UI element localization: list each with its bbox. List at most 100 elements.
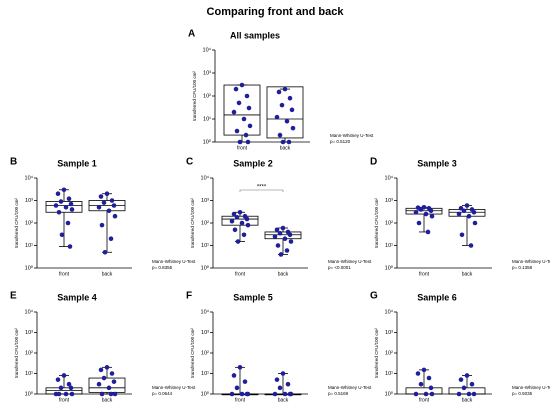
data-point [66,196,72,202]
data-point [461,208,467,214]
panel-title: Sample 4 [57,292,97,302]
data-point [428,208,434,214]
data-point [106,385,112,391]
y-axis-label: transferred CFU/100 cm² [192,71,197,121]
data-point [104,365,110,370]
data-point [459,232,465,238]
data-point [108,391,114,397]
box [221,215,259,226]
p-value: p= 0.8355 [152,265,173,270]
y-tick-label: 10⁴ [385,174,394,181]
test-name: Mann-Whitney U-Test [152,385,196,390]
data-point [277,230,283,236]
box [266,86,304,139]
data-point [56,209,62,215]
data-point [276,89,282,95]
data-point [237,139,243,145]
box [45,201,83,213]
data-point [428,385,434,391]
data-point [458,377,464,382]
y-tick-label: 10² [25,350,33,356]
data-point [102,249,108,255]
x-tick-label: back [278,397,289,403]
test-name: Mann-Whitney U-Test [512,385,550,390]
data-point [111,203,117,208]
data-point [234,128,240,134]
box [223,84,261,136]
data-point [456,391,462,397]
y-tick-label: 10¹ [201,371,209,377]
significance-bracket [239,189,284,192]
y-tick-label: 10⁴ [201,174,210,181]
y-axis-label: transferred CFU/100 cm² [374,328,379,378]
data-point [415,371,421,376]
data-point [231,109,237,115]
y-axis-label: transferred CFU/100 cm² [190,198,195,248]
data-point [284,118,290,124]
y-tick-label: 10³ [201,330,209,336]
data-point [234,385,240,391]
data-point [272,391,278,397]
p-value: p= 0.0644 [152,391,173,396]
data-point [272,234,278,239]
data-point [96,381,102,387]
data-point [466,213,472,219]
data-point [99,222,105,228]
p-value: p= 0.5120 [330,139,351,144]
data-point [239,391,245,397]
x-tick-label: back [278,271,289,277]
y-tick-label: 10² [385,350,393,356]
data-point [421,367,427,373]
data-point [456,211,462,217]
data-point [466,391,472,397]
x-tick-label: front [235,271,246,277]
y-tick-label: 10¹ [25,243,33,249]
panel-letter: B [10,157,17,168]
data-point [112,213,118,219]
panel-title: Sample 1 [57,158,97,168]
panel-letter: A [188,29,195,40]
panel-letter: F [186,291,192,302]
data-point [244,216,250,222]
data-point [109,371,115,376]
data-point [287,232,293,238]
data-point [68,201,74,207]
x-tick-label: back [462,271,473,277]
significance-label: **** [257,185,267,191]
y-axis-label: transferred CFU/100 cm² [374,198,379,248]
y-tick-label: 10³ [385,330,393,336]
x-tick-label: back [102,397,113,403]
p-value: p= 0.5169 [328,391,349,396]
data-point [418,207,424,212]
y-tick-label: 10³ [201,198,209,204]
y-tick-label: 10² [201,220,209,226]
data-point [423,211,429,217]
data-point [69,207,75,212]
p-value: p= 0.1358 [512,265,533,270]
data-point [237,209,243,215]
data-point [108,236,114,242]
y-tick-label: 10² [25,220,33,226]
panel-letter: G [370,291,378,302]
data-point [277,385,283,391]
y-tick-label: 10⁰ [25,390,34,397]
data-point [69,391,75,397]
data-point [61,187,67,193]
x-tick-label: back [280,145,291,151]
y-tick-label: 10² [203,93,211,99]
data-point [244,93,250,99]
data-point [247,123,253,129]
data-point [55,377,61,382]
data-point [425,229,431,235]
data-point [231,211,237,217]
data-point [111,379,117,384]
x-tick-label: front [237,145,248,151]
test-name: Mann-Whitney U-Test [512,259,550,264]
data-point [242,379,248,384]
data-point [55,191,61,197]
test-name: Mann-Whitney U-Test [330,133,374,138]
y-tick-label: 10³ [203,70,211,76]
y-tick-label: 10⁰ [385,264,394,271]
y-axis-label: transferred CFU/100 cm² [14,198,19,248]
